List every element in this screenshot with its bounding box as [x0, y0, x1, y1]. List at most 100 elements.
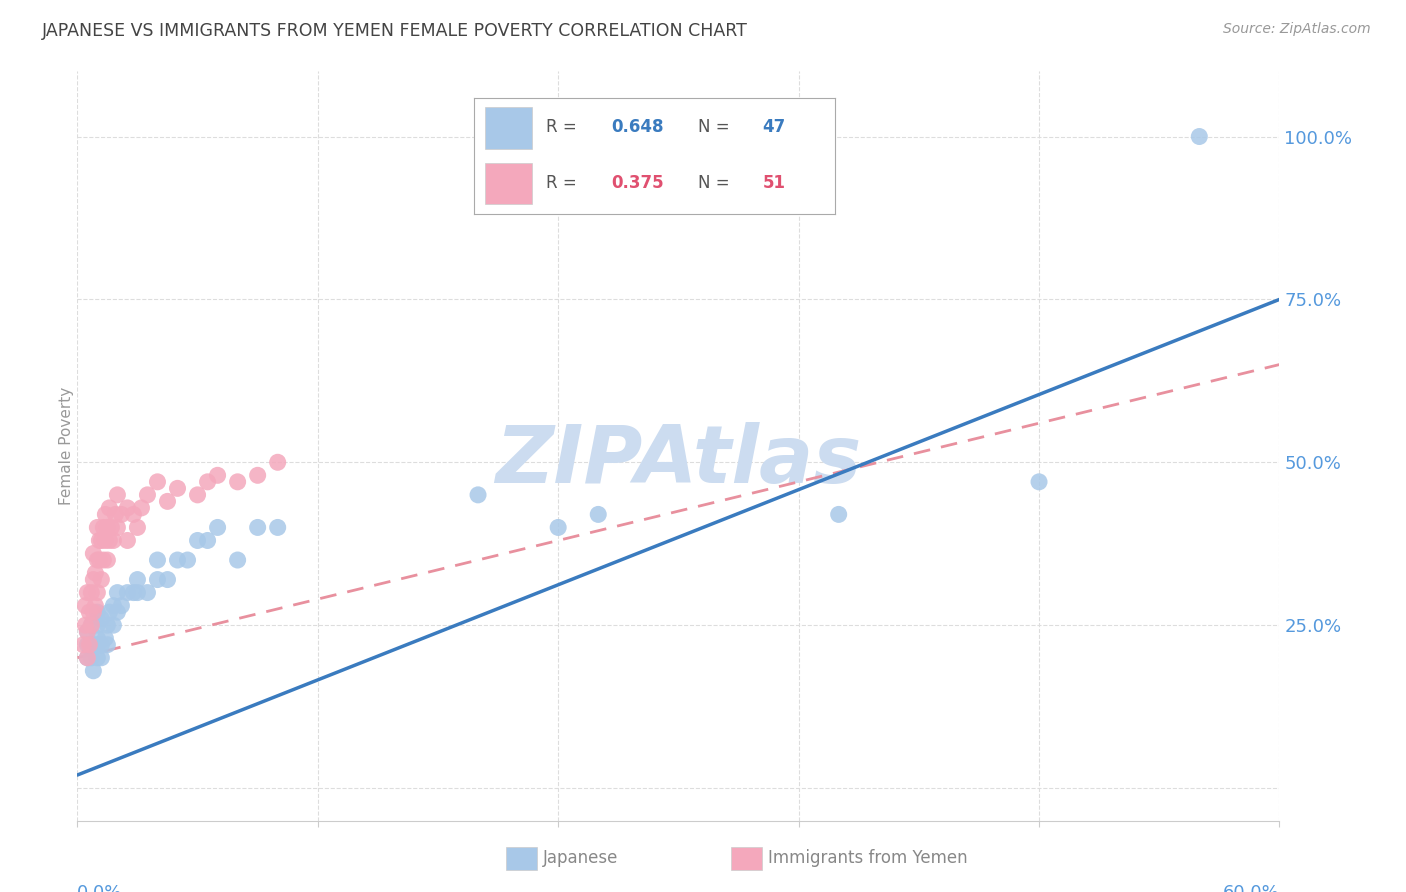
- Point: [104, 508, 127, 522]
- Point: [197, 533, 219, 548]
- Point: [100, 520, 122, 534]
- Point: [84, 566, 107, 580]
- Point: [588, 508, 610, 522]
- Point: [76, 585, 98, 599]
- Point: [90, 533, 112, 548]
- Point: [166, 481, 188, 495]
- Point: [1188, 129, 1211, 144]
- Point: [82, 605, 104, 619]
- Point: [1028, 475, 1050, 489]
- Point: [84, 599, 107, 613]
- Point: [226, 475, 249, 489]
- Point: [176, 553, 198, 567]
- Point: [107, 585, 129, 599]
- Point: [79, 605, 101, 619]
- Point: [72, 638, 94, 652]
- Point: [86, 553, 108, 567]
- Point: [136, 488, 159, 502]
- Point: [80, 650, 103, 665]
- Point: [86, 638, 108, 652]
- Text: 0.0%: 0.0%: [77, 884, 122, 892]
- Point: [122, 585, 145, 599]
- Point: [186, 488, 209, 502]
- Point: [98, 533, 121, 548]
- Point: [86, 618, 108, 632]
- Point: [76, 650, 98, 665]
- Point: [267, 455, 290, 469]
- Point: [127, 585, 149, 599]
- Point: [246, 468, 269, 483]
- Point: [166, 553, 188, 567]
- Point: [80, 618, 103, 632]
- Point: [89, 533, 111, 548]
- Point: [94, 508, 117, 522]
- Y-axis label: Female Poverty: Female Poverty: [59, 387, 73, 505]
- Point: [110, 599, 132, 613]
- Point: [96, 638, 118, 652]
- Point: [96, 618, 118, 632]
- Point: [127, 520, 149, 534]
- Point: [94, 533, 117, 548]
- Point: [82, 547, 104, 561]
- Point: [82, 638, 104, 652]
- Point: [197, 475, 219, 489]
- Point: [76, 638, 98, 652]
- Point: [136, 585, 159, 599]
- Point: [110, 508, 132, 522]
- Text: 60.0%: 60.0%: [1223, 884, 1279, 892]
- Point: [86, 631, 108, 645]
- Point: [75, 599, 97, 613]
- Point: [96, 553, 118, 567]
- Point: [76, 624, 98, 639]
- Point: [86, 650, 108, 665]
- Point: [93, 553, 115, 567]
- Point: [80, 585, 103, 599]
- Point: [107, 605, 129, 619]
- Point: [76, 624, 98, 639]
- Point: [94, 631, 117, 645]
- Point: [103, 618, 125, 632]
- Point: [156, 573, 179, 587]
- Point: [79, 638, 101, 652]
- Point: [86, 520, 108, 534]
- Point: [117, 500, 139, 515]
- Point: [107, 520, 129, 534]
- Point: [246, 520, 269, 534]
- Point: [90, 612, 112, 626]
- Point: [186, 533, 209, 548]
- Point: [98, 605, 121, 619]
- Point: [547, 520, 569, 534]
- Point: [146, 573, 169, 587]
- Text: Japanese: Japanese: [543, 849, 619, 867]
- Point: [226, 553, 249, 567]
- Text: JAPANESE VS IMMIGRANTS FROM YEMEN FEMALE POVERTY CORRELATION CHART: JAPANESE VS IMMIGRANTS FROM YEMEN FEMALE…: [42, 22, 748, 40]
- Point: [131, 500, 153, 515]
- Point: [82, 573, 104, 587]
- Point: [156, 494, 179, 508]
- Point: [207, 520, 229, 534]
- Point: [75, 618, 97, 632]
- Point: [80, 618, 103, 632]
- Point: [90, 573, 112, 587]
- Point: [103, 533, 125, 548]
- Point: [76, 650, 98, 665]
- Point: [82, 664, 104, 678]
- Point: [86, 605, 108, 619]
- Text: Source: ZipAtlas.com: Source: ZipAtlas.com: [1223, 22, 1371, 37]
- Point: [117, 533, 139, 548]
- Point: [96, 520, 118, 534]
- Point: [103, 599, 125, 613]
- Point: [207, 468, 229, 483]
- Point: [93, 520, 115, 534]
- Point: [117, 585, 139, 599]
- Text: ZIPAtlas: ZIPAtlas: [495, 422, 862, 500]
- Point: [86, 585, 108, 599]
- Point: [267, 520, 290, 534]
- Point: [122, 508, 145, 522]
- Point: [98, 500, 121, 515]
- Point: [467, 488, 489, 502]
- Text: Immigrants from Yemen: Immigrants from Yemen: [768, 849, 967, 867]
- Point: [90, 650, 112, 665]
- Point: [127, 573, 149, 587]
- Point: [89, 553, 111, 567]
